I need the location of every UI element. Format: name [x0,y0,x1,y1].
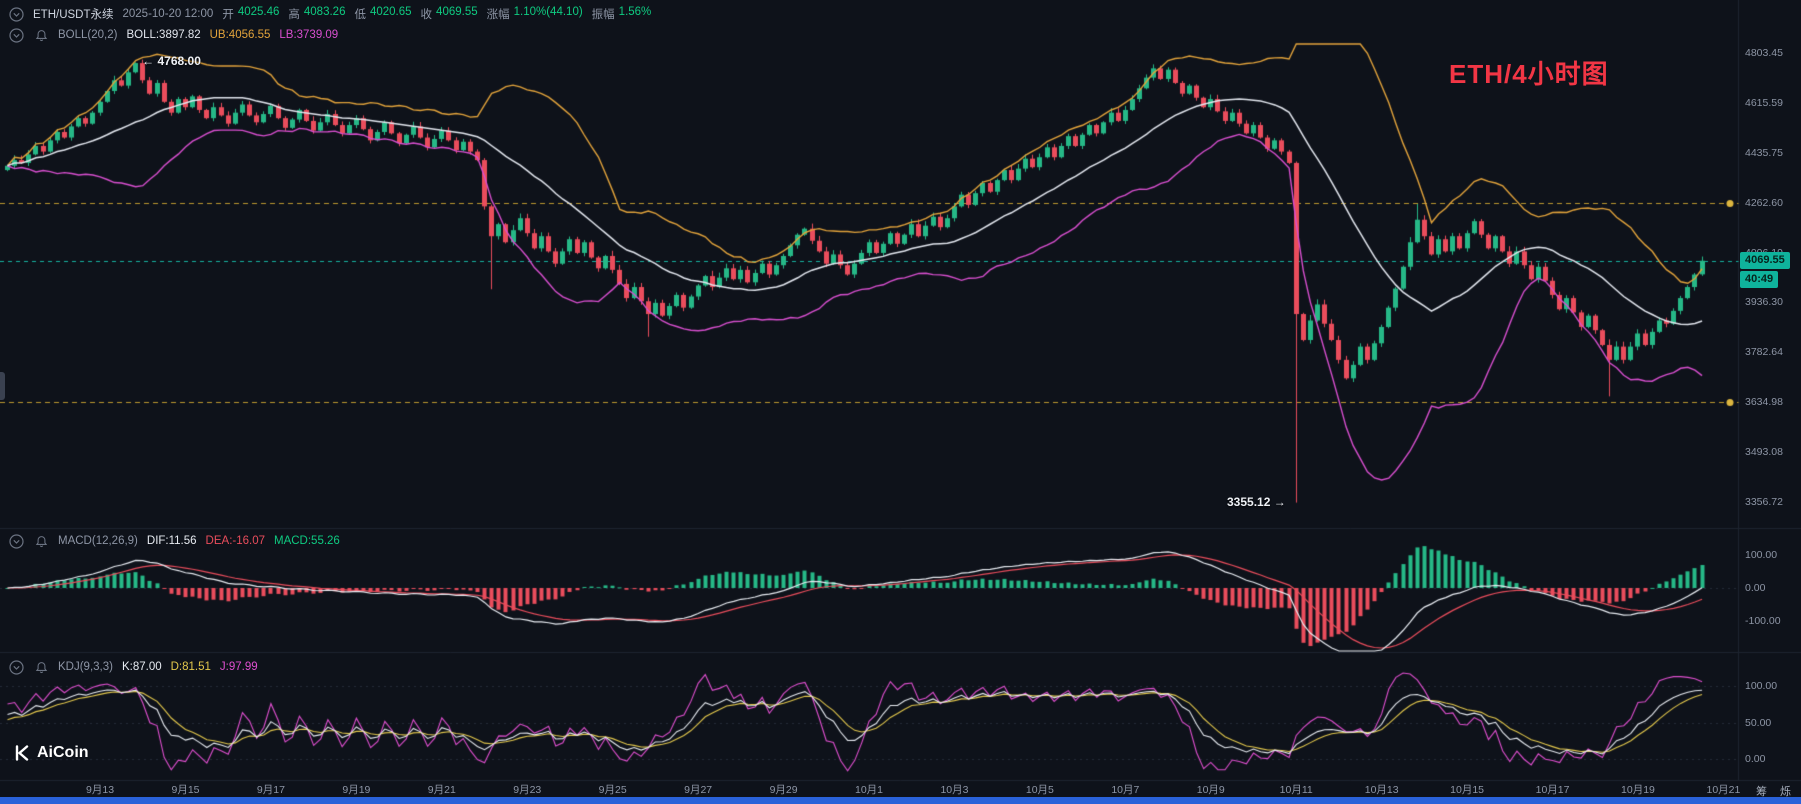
collapse-chevron-icon[interactable] [8,659,24,675]
low-value: 4020.65 [369,6,412,18]
kdj-axis-tick: 100.00 [1745,680,1778,692]
time-axis-label: 9月17 [256,784,285,796]
time-axis-label: 9月25 [598,784,627,796]
close-label: 收 [420,9,433,21]
time-axis-label: 9月15 [171,784,200,796]
collapse-chevron-icon[interactable] [8,6,24,22]
open-label: 开 [222,9,234,21]
time-axis-label: 9月19 [342,784,371,796]
open-value: 4025.46 [237,6,280,18]
aicoin-watermark-text: AiCoin [37,744,89,761]
symbol-legend: ETH/USDT永续 2025-10-20 12:00 开 4025.46 高 40… [8,6,651,22]
left-panel-handle[interactable] [0,372,5,400]
boll-ub-value: UB:4056.55 [209,29,271,41]
macd-hist-value: MACD:55.26 [274,535,340,547]
kdj-legend: KDJ(9,3,3) K:87.00 D:81.51 J:97.99 [8,659,258,675]
price-axis-tick: 4262.60 [1745,196,1783,209]
aicoin-logo-icon [14,745,30,761]
time-axis-label: 10月11 [1279,784,1313,796]
time-axis-label: 9月27 [684,784,713,796]
alert-bell-icon[interactable] [33,659,49,675]
macd-dea-value: DEA:-16.07 [205,535,265,547]
high-value: 4083.26 [303,6,346,18]
time-axis-label: 9月29 [769,784,798,796]
time-axis-label: 10月3 [940,784,969,796]
amplitude-value: 1.56% [618,6,652,18]
symbol-name: ETH/USDT永续 [33,9,114,21]
price-axis-tick: 3493.08 [1745,446,1783,459]
last-price-badge: 4069.55 [1740,251,1790,269]
time-axis-label: 10月19 [1621,784,1655,796]
change-label: 涨幅 [486,9,510,21]
alert-bell-icon[interactable] [33,27,49,43]
aicoin-watermark: AiCoin [14,744,89,762]
low-price-annotation: 3355.12 → [1227,494,1286,509]
macd-dif-value: DIF:11.56 [146,535,197,547]
macd-axis-tick: 100.00 [1745,549,1778,561]
time-axis-label: 10月15 [1450,784,1485,796]
kdj-j-value: J:97.99 [219,661,258,673]
low-label: 低 [354,9,366,21]
price-axis-tick: 3936.30 [1745,296,1783,309]
chart-title-annotation: ETH/4小时图 [1449,59,1609,89]
macd-name: MACD(12,26,9) [58,535,138,547]
field-low: 低 4020.65 [354,6,411,22]
collapse-chevron-icon[interactable] [8,533,24,549]
price-axis-tick: 3782.64 [1745,346,1783,359]
field-open: 开 4025.46 [222,6,279,22]
candle-datetime: 2025-10-20 12:00 [122,8,214,20]
field-high: 高 4083.26 [288,6,345,22]
time-axis-label: 9月13 [86,784,115,796]
field-close: 收 4069.55 [421,6,478,22]
macd-axis-tick: -100.00 [1745,615,1781,627]
price-axis-tick: 4435.75 [1745,146,1783,159]
change-value: 1.10%(44.10) [513,6,583,18]
time-axis-label: 10月5 [1025,784,1054,796]
kdj-d-value: D:81.51 [170,661,211,673]
kdj-name: KDJ(9,3,3) [58,661,113,673]
time-axis-label: 10月21 [1706,784,1741,796]
kdj-axis-tick: 0.00 [1745,753,1766,765]
high-price-annotation: ← 4768.00 [142,54,201,69]
high-label: 高 [288,9,300,21]
time-axis-label: 10月1 [855,784,884,796]
boll-legend: BOLL(20,2) BOLL:3897.82 UB:4056.55 LB:37… [8,27,338,43]
time-axis-label: 10月9 [1196,784,1225,796]
price-axis-tick: 3356.72 [1745,496,1783,508]
price-axis-tick: 3634.98 [1745,396,1783,409]
taskbar-strip [0,797,1801,804]
price-axis-tick: 4803.45 [1745,47,1783,59]
macd-axis-tick: 0.00 [1745,582,1766,594]
time-axis-label: 9月23 [513,784,542,796]
price-axis-tick: 4615.59 [1745,96,1783,109]
collapse-chevron-icon[interactable] [8,27,24,43]
field-amplitude: 振幅 1.56% [592,6,652,22]
close-value: 4069.55 [436,6,478,18]
alert-bell-icon[interactable] [33,533,49,549]
kdj-axis-tick: 50.00 [1745,716,1772,729]
time-axis-label: 9月21 [427,784,456,796]
boll-name: BOLL(20,2) [58,29,118,41]
boll-lb-value: LB:3739.09 [279,29,339,41]
chips-distribution-button[interactable]: 筹 [1756,786,1767,798]
boll-mid-value: BOLL:3897.82 [126,29,201,41]
amplitude-label: 振幅 [591,9,615,21]
time-axis-label: 10月13 [1364,784,1399,796]
flash-button[interactable]: 烁 [1780,786,1791,798]
time-axis-label: 10月7 [1111,784,1140,796]
macd-legend: MACD(12,26,9) DIF:11.56 DEA:-16.07 MACD:… [8,533,340,549]
field-change: 涨幅 1.10%(44.10) [487,6,583,22]
time-axis-label: 10月17 [1535,784,1570,796]
kdj-k-value: K:87.00 [121,661,162,673]
candle-countdown-badge: 40:49 [1740,270,1779,288]
